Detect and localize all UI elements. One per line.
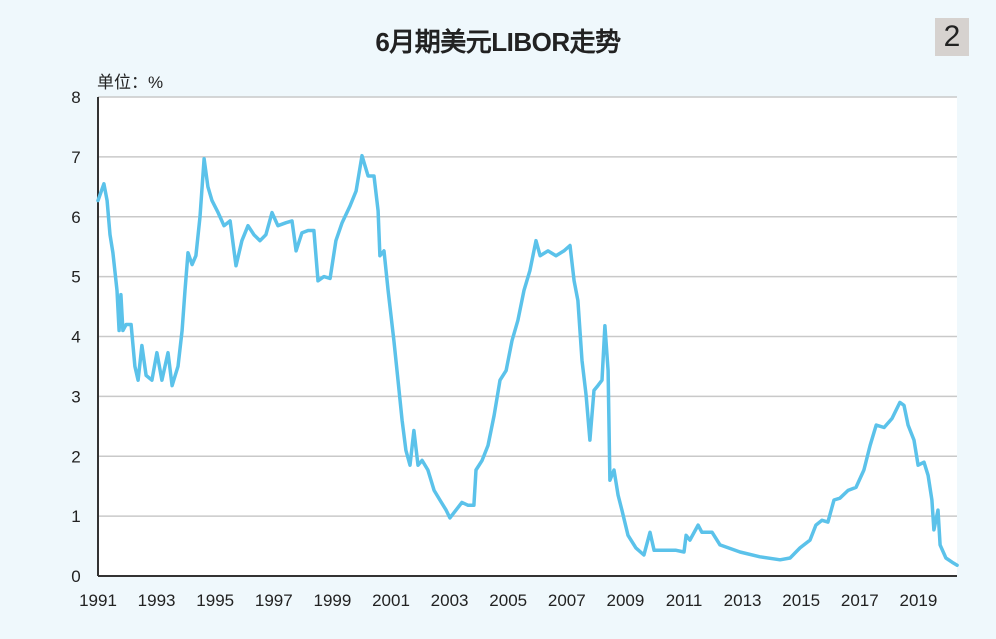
y-tick-label: 1 bbox=[71, 507, 80, 526]
x-tick-label: 2015 bbox=[782, 591, 820, 610]
x-tick-label: 2009 bbox=[606, 591, 644, 610]
series-line-libor-6m bbox=[96, 153, 959, 567]
x-tick-label: 1995 bbox=[196, 591, 234, 610]
x-tick-label: 2003 bbox=[431, 591, 469, 610]
x-tick-label: 1991 bbox=[79, 591, 117, 610]
y-tick-label: 7 bbox=[71, 148, 80, 167]
x-tick-label: 2007 bbox=[548, 591, 586, 610]
y-tick-label: 0 bbox=[71, 567, 80, 586]
x-tick-label: 2019 bbox=[899, 591, 937, 610]
x-tick-label: 2011 bbox=[666, 591, 703, 610]
y-tick-label: 3 bbox=[71, 387, 80, 406]
y-tick-label: 5 bbox=[71, 268, 80, 287]
chart-title: 6月期美元LIBOR走势 bbox=[375, 27, 621, 57]
y-tick-label: 2 bbox=[71, 447, 80, 466]
y-tick-label: 8 bbox=[71, 88, 80, 107]
x-tick-label: 2001 bbox=[372, 591, 410, 610]
y-tick-label: 4 bbox=[71, 328, 80, 347]
x-tick-label: 2005 bbox=[489, 591, 527, 610]
x-tick-label: 1993 bbox=[138, 591, 176, 610]
figure-number-badge: 2 bbox=[935, 18, 969, 56]
unit-label: 单位：% bbox=[97, 73, 164, 92]
x-tick-label: 1997 bbox=[255, 591, 293, 610]
x-tick-label: 2017 bbox=[841, 591, 879, 610]
x-tick-label: 1999 bbox=[313, 591, 351, 610]
x-tick-label: 2013 bbox=[724, 591, 762, 610]
y-tick-label: 6 bbox=[71, 208, 80, 227]
